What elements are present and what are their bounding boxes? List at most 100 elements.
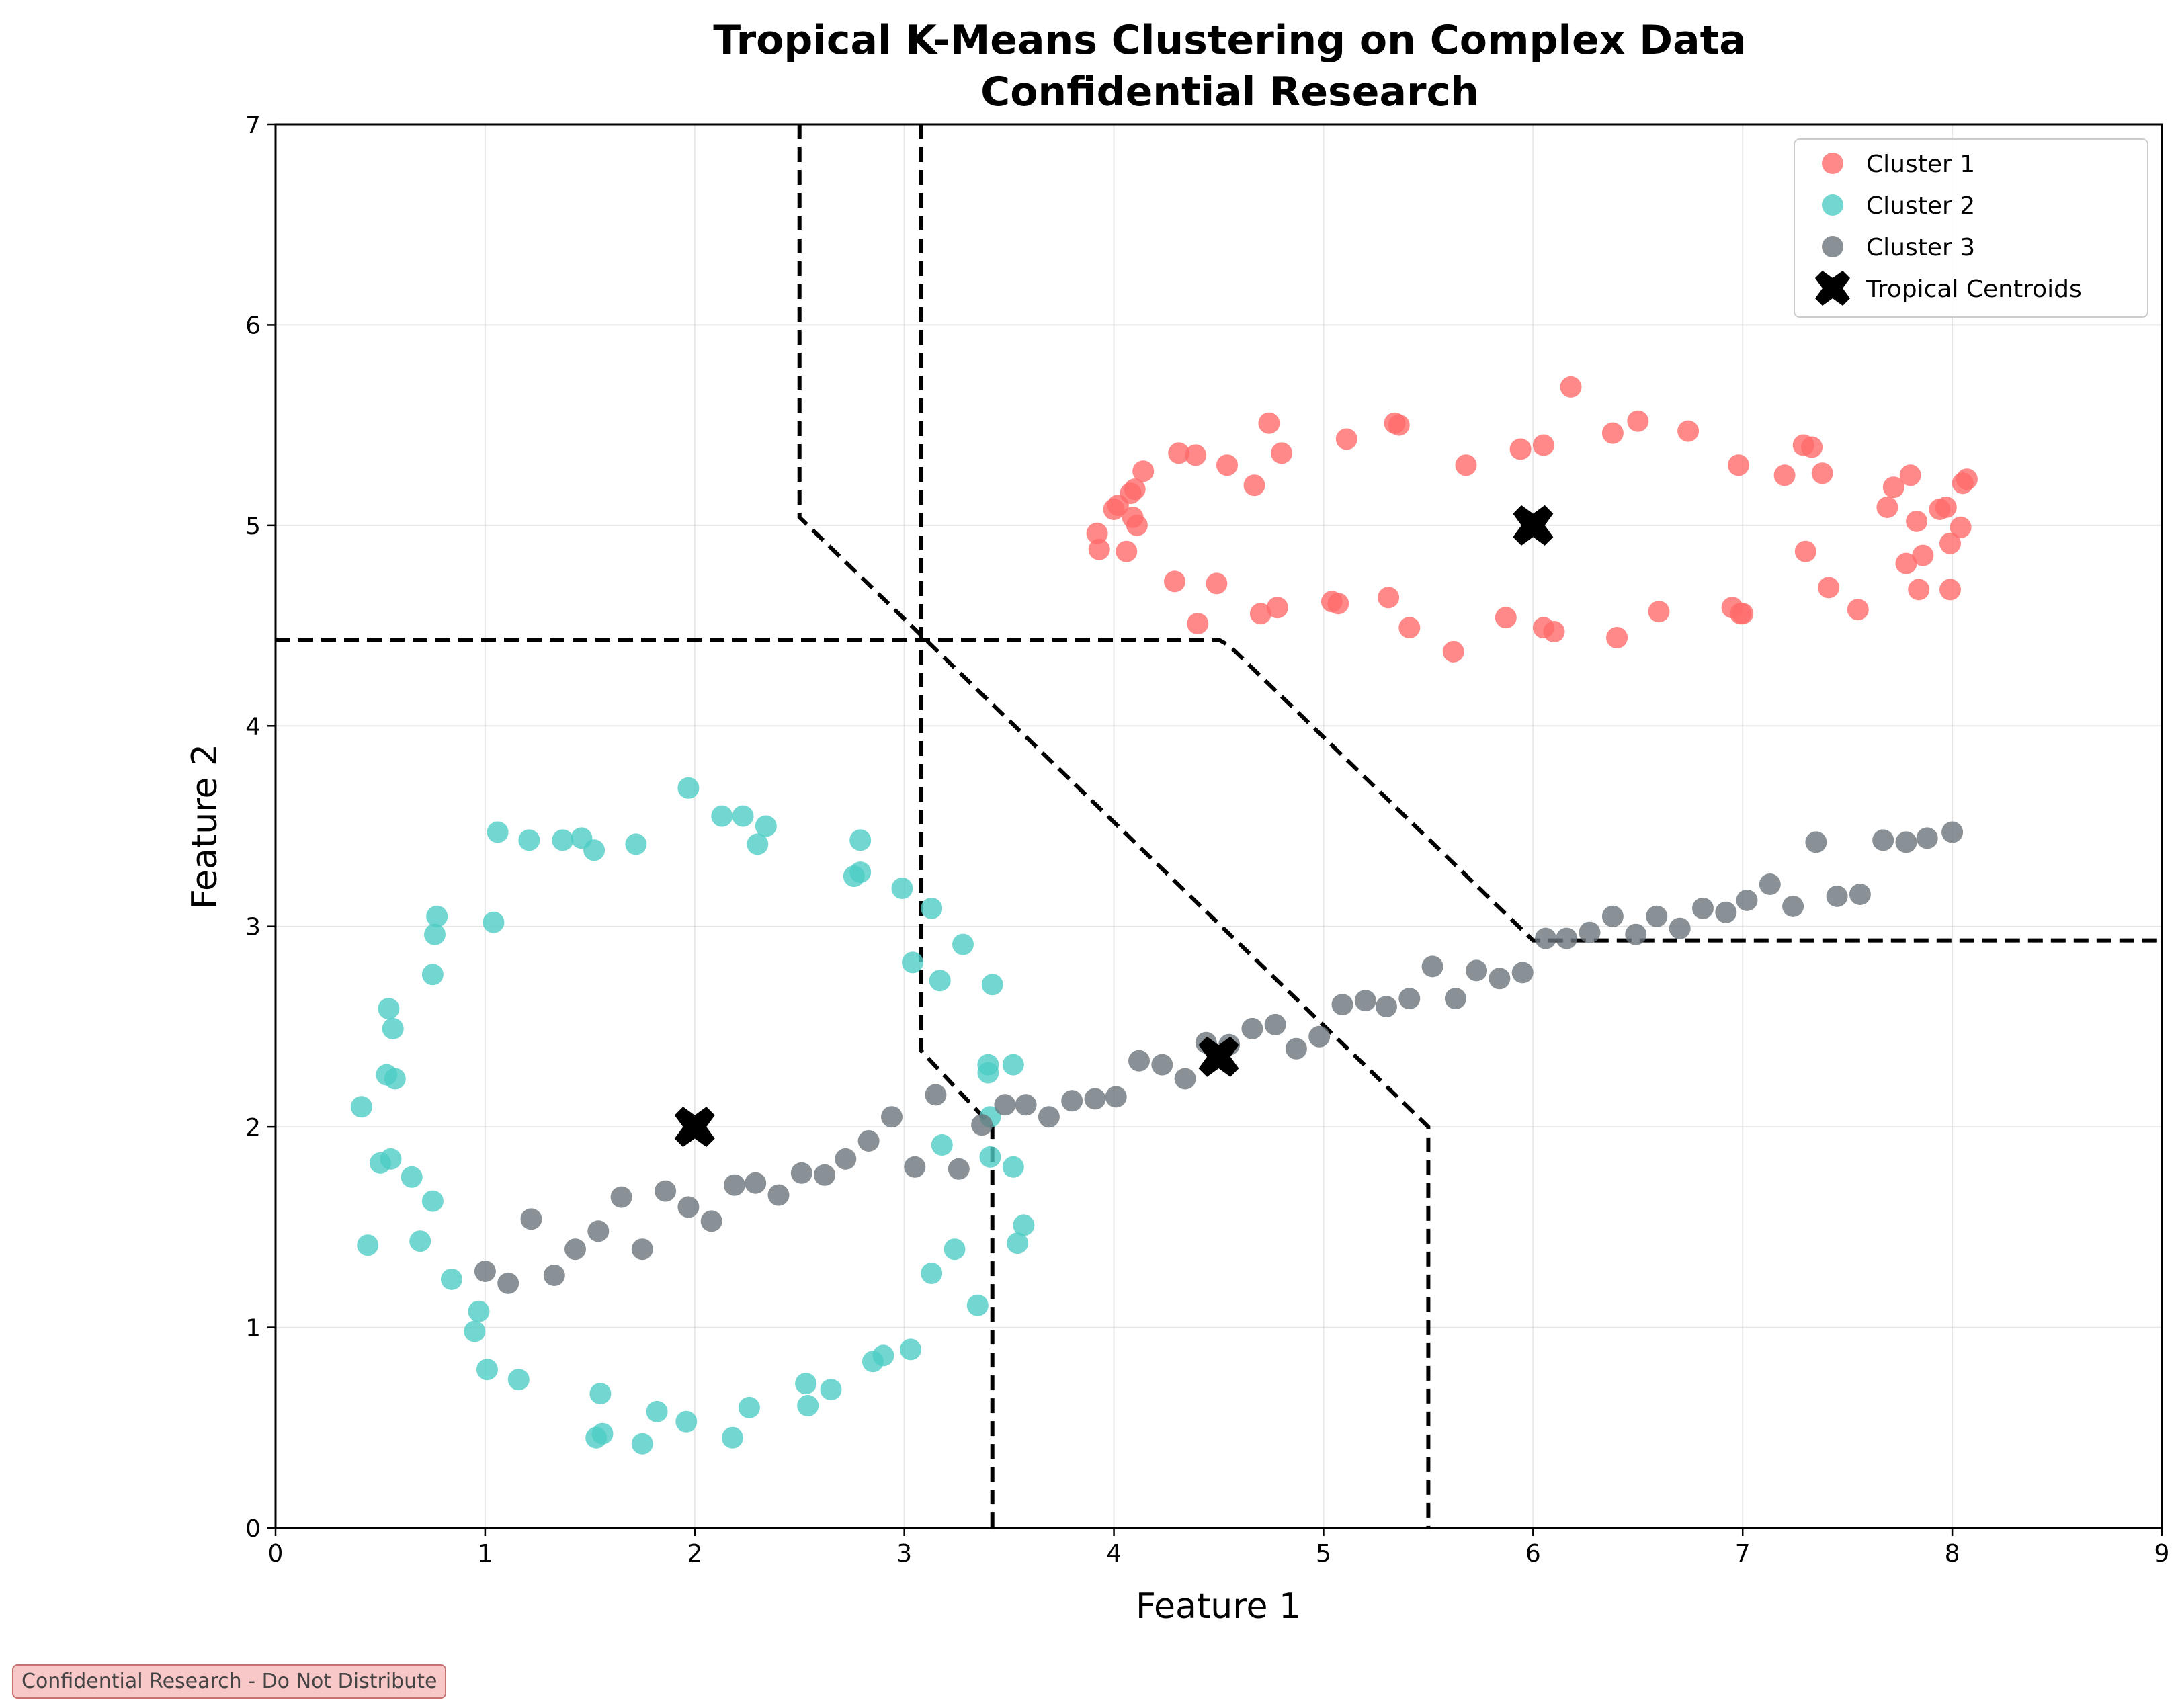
cluster-1-point <box>1899 464 1921 486</box>
cluster-2-point <box>755 815 777 837</box>
cluster-3-point <box>1174 1068 1196 1090</box>
cluster-3-point <box>497 1272 519 1294</box>
cluster-3-point <box>745 1172 767 1194</box>
cluster-2-point <box>378 998 400 1020</box>
cluster-3-point <box>1398 988 1421 1010</box>
cluster-2-point <box>552 829 574 851</box>
decision-boundaries <box>276 124 2162 1528</box>
cluster-3-point <box>790 1162 812 1184</box>
cluster-2-point <box>350 1096 372 1118</box>
cluster-1-point <box>1939 579 1961 601</box>
cluster-1-point <box>1187 613 1209 635</box>
cluster-3-point <box>881 1106 903 1128</box>
cluster-2-point <box>583 839 605 861</box>
centroids <box>674 505 1554 1148</box>
cluster-2-point <box>711 805 733 827</box>
cluster-2-point <box>401 1166 423 1188</box>
cluster-1-point <box>1327 593 1349 615</box>
cluster-2-point <box>966 1294 989 1316</box>
cluster-1-point <box>1495 607 1517 629</box>
cluster-3-point <box>587 1220 610 1242</box>
decision-boundary-line <box>919 124 995 1528</box>
cluster-2-point <box>384 1068 406 1090</box>
y-tick-label: 1 <box>245 1315 261 1342</box>
plot-frame <box>274 123 2163 1529</box>
cluster-1-point <box>1116 540 1138 562</box>
cluster-1-point <box>1206 572 1228 595</box>
cluster-2-point <box>820 1379 842 1401</box>
cluster-1-point <box>1132 460 1155 482</box>
cluster-3-point <box>1646 905 1668 927</box>
cluster-2-point <box>507 1369 530 1391</box>
cluster-2-point <box>591 1422 614 1445</box>
cluster-2-point <box>441 1268 462 1290</box>
cluster-1-point <box>1258 412 1280 434</box>
cluster-1-point <box>1243 474 1265 497</box>
legend: Cluster 1 Cluster 2 Cluster 3 Tropical Cent… <box>1794 138 2148 318</box>
cluster-2-point <box>891 878 913 899</box>
cluster-2-point <box>677 777 700 799</box>
cluster-2-point <box>921 897 943 919</box>
cluster-2-point <box>1002 1054 1024 1076</box>
cluster-1-point <box>1732 603 1754 625</box>
cluster-2-point <box>421 1190 444 1212</box>
x-tick-label: 4 <box>1106 1540 1122 1568</box>
cluster-1-point <box>1509 438 1532 460</box>
cluster-3-point <box>814 1164 836 1186</box>
cluster-3-point <box>767 1184 790 1206</box>
cluster-1-point <box>1677 420 1700 442</box>
cluster-2-point <box>929 970 951 992</box>
cluster-3-point <box>1061 1090 1083 1112</box>
cluster-1-point <box>1882 476 1904 499</box>
legend-label: Cluster 3 <box>1866 234 1975 261</box>
cluster-1-point <box>1773 464 1796 486</box>
cluster-1-point <box>1801 436 1823 458</box>
decision-boundary-line <box>276 638 2162 943</box>
cluster-2-point <box>357 1234 379 1256</box>
cluster-3-point <box>1151 1054 1173 1076</box>
cluster-1-point <box>1216 454 1238 476</box>
cluster-3-point <box>677 1196 700 1218</box>
cluster-3-point <box>1535 927 1556 949</box>
cluster-1-point <box>1601 422 1624 444</box>
cluster-2-point <box>589 1383 612 1405</box>
cluster-2-point <box>1007 1232 1029 1254</box>
cluster-3-point <box>1556 927 1578 949</box>
cluster-1-point <box>1912 544 1934 566</box>
y-tick-label: 5 <box>245 513 261 540</box>
cluster-1-point <box>1818 577 1840 599</box>
cluster-2-point <box>1002 1156 1024 1178</box>
cluster-1-point <box>1388 414 1410 436</box>
cluster-1-point <box>1185 444 1207 466</box>
cluster-2-point <box>849 829 872 851</box>
x-tick-label: 6 <box>1525 1540 1541 1568</box>
cluster-3-point <box>1872 829 1894 851</box>
cluster-2-point <box>872 1344 894 1367</box>
cluster-1-point <box>1895 552 1917 574</box>
cluster-1-point <box>1249 603 1271 625</box>
cluster-2-point <box>631 1433 653 1455</box>
legend-marker-cluster-3 <box>1822 236 1843 257</box>
cluster-3-point <box>1849 884 1871 905</box>
axis-ticks: 0 1 2 3 4 5 6 7 8 9 0 1 2 3 4 5 6 7 <box>245 112 2169 1568</box>
cluster-2-point <box>421 964 444 986</box>
cluster-2-point <box>426 905 448 927</box>
cluster-1-point <box>1086 522 1108 544</box>
legend-marker-centroids <box>1815 271 1850 306</box>
cluster-3-point <box>904 1156 926 1178</box>
cluster-3-point <box>1511 962 1534 984</box>
cluster-3-point <box>1916 827 1938 849</box>
cluster-1-point <box>1442 640 1464 663</box>
cluster-2-point <box>921 1263 943 1284</box>
cluster-1-point <box>1847 599 1869 621</box>
legend-marker-cluster-1 <box>1822 153 1843 174</box>
cluster-1-point <box>1648 601 1670 623</box>
cluster-3-point <box>700 1210 722 1232</box>
cluster-2-point <box>468 1300 490 1322</box>
cluster-2-point <box>795 1373 817 1395</box>
cluster-1-point <box>1126 514 1148 536</box>
cluster-2-point <box>476 1359 498 1381</box>
chart-title-line-2: Confidential Research <box>980 69 1479 116</box>
cluster-1-point <box>1378 587 1400 609</box>
